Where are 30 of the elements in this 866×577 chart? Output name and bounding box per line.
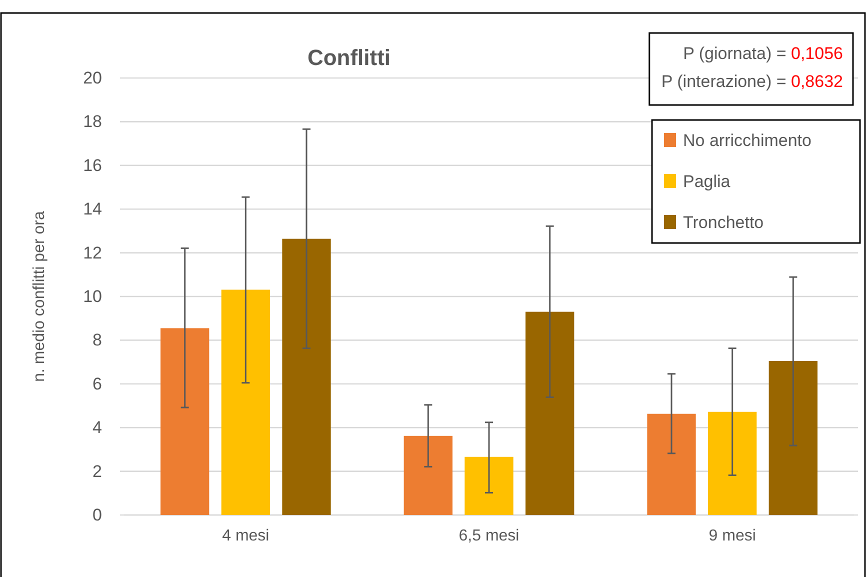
- bar: [526, 312, 574, 515]
- y-tick-label: 8: [92, 330, 102, 350]
- legend-label: Tronchetto: [683, 213, 764, 232]
- y-tick-label: 12: [83, 243, 102, 262]
- bar: [160, 328, 210, 515]
- legend-label: Paglia: [683, 172, 731, 191]
- bar: [647, 414, 696, 515]
- bar: [768, 360, 818, 515]
- annotation: P (interazione) = 0,8632: [661, 72, 843, 91]
- text: P (giornata) = 0,1056: [683, 44, 843, 63]
- chart-title: Conflitti: [307, 45, 391, 70]
- y-tick-label: 4: [92, 418, 102, 438]
- bar: [282, 238, 331, 515]
- x-tick-label: 6,5 mesi: [458, 527, 520, 544]
- y-tick-label: 0: [92, 505, 102, 524]
- x-tick-label: 9 mesi: [708, 527, 756, 544]
- y-tick-label: 6: [92, 374, 102, 394]
- y-tick-label: 10: [83, 286, 102, 306]
- y-tick-label: 20: [83, 68, 102, 88]
- y-tick-label: 16: [83, 156, 102, 175]
- bar: [221, 290, 270, 515]
- y-tick-label: 18: [83, 112, 102, 132]
- bar: [464, 456, 514, 515]
- legend-label: No arricchimento: [683, 131, 812, 150]
- y-tick-label: 14: [83, 200, 102, 219]
- y-tick-label: 2: [92, 462, 102, 481]
- x-tick-label: 4 mesi: [222, 527, 270, 544]
- y-axis-title: n. medio conflitti per ora: [31, 211, 48, 382]
- bar: [404, 436, 452, 515]
- bar: [708, 412, 757, 515]
